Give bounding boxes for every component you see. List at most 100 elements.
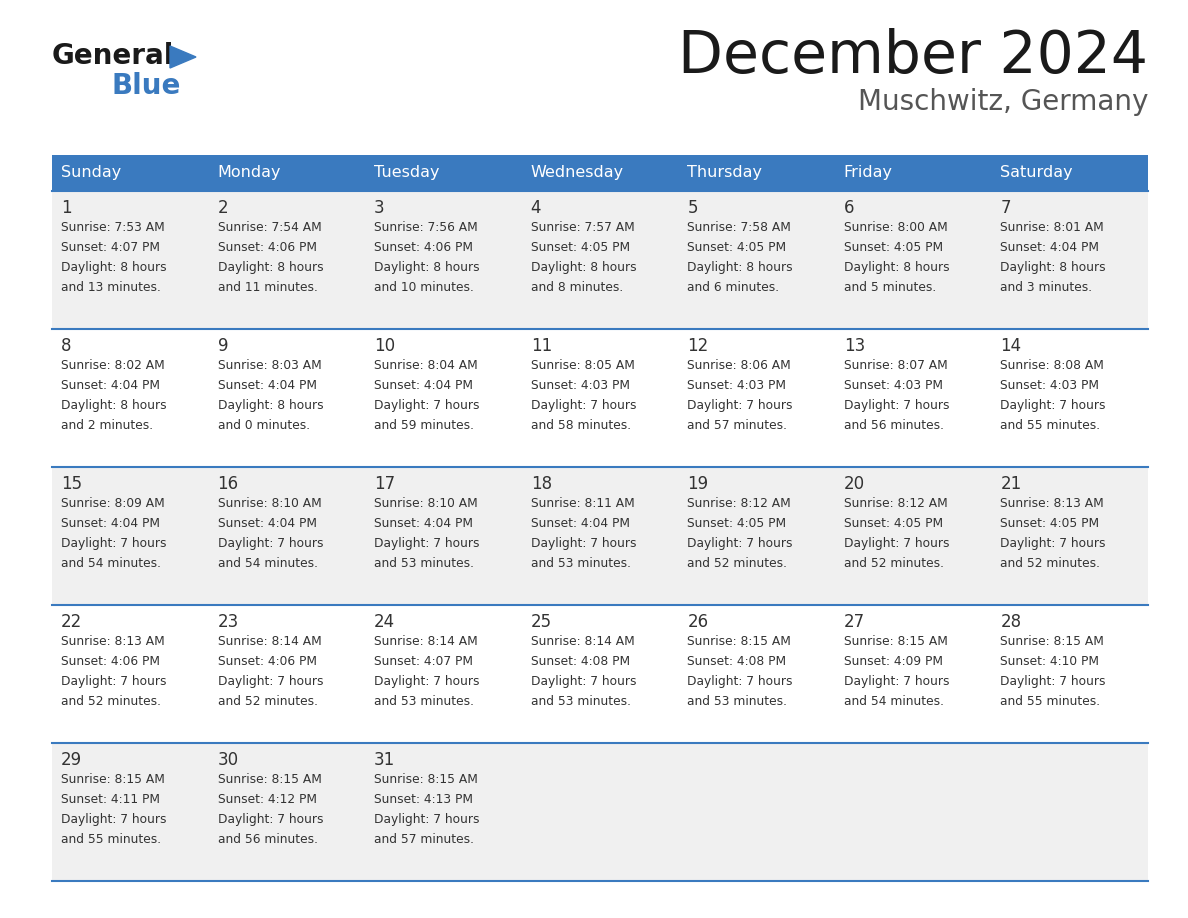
Text: Daylight: 7 hours: Daylight: 7 hours xyxy=(688,537,792,550)
Text: 11: 11 xyxy=(531,337,552,355)
Text: Sunset: 4:09 PM: Sunset: 4:09 PM xyxy=(843,655,943,668)
Text: Daylight: 7 hours: Daylight: 7 hours xyxy=(843,537,949,550)
Text: 18: 18 xyxy=(531,475,552,493)
Text: Muschwitz, Germany: Muschwitz, Germany xyxy=(858,88,1148,116)
Text: Sunrise: 8:01 AM: Sunrise: 8:01 AM xyxy=(1000,221,1104,234)
Text: and 52 minutes.: and 52 minutes. xyxy=(688,557,788,570)
Text: Daylight: 8 hours: Daylight: 8 hours xyxy=(531,261,637,274)
Text: Daylight: 8 hours: Daylight: 8 hours xyxy=(217,261,323,274)
Bar xyxy=(52,155,209,191)
Text: Sunrise: 8:13 AM: Sunrise: 8:13 AM xyxy=(61,635,165,648)
Text: Daylight: 8 hours: Daylight: 8 hours xyxy=(61,399,166,412)
Text: Sunrise: 8:11 AM: Sunrise: 8:11 AM xyxy=(531,497,634,510)
Text: 7: 7 xyxy=(1000,199,1011,217)
Text: 30: 30 xyxy=(217,751,239,769)
Bar xyxy=(365,743,522,881)
Text: Daylight: 7 hours: Daylight: 7 hours xyxy=(61,813,166,826)
Bar xyxy=(835,467,992,605)
Text: 6: 6 xyxy=(843,199,854,217)
Text: Sunrise: 8:03 AM: Sunrise: 8:03 AM xyxy=(217,359,321,372)
Text: and 54 minutes.: and 54 minutes. xyxy=(217,557,317,570)
Text: Sunset: 4:06 PM: Sunset: 4:06 PM xyxy=(217,655,316,668)
Text: and 10 minutes.: and 10 minutes. xyxy=(374,281,474,294)
Text: 16: 16 xyxy=(217,475,239,493)
Text: Sunset: 4:08 PM: Sunset: 4:08 PM xyxy=(531,655,630,668)
Text: Sunrise: 8:15 AM: Sunrise: 8:15 AM xyxy=(843,635,948,648)
Text: Sunrise: 7:56 AM: Sunrise: 7:56 AM xyxy=(374,221,478,234)
Text: and 52 minutes.: and 52 minutes. xyxy=(1000,557,1100,570)
Text: Sunset: 4:13 PM: Sunset: 4:13 PM xyxy=(374,793,473,806)
Text: 1: 1 xyxy=(61,199,71,217)
Text: Daylight: 7 hours: Daylight: 7 hours xyxy=(1000,537,1106,550)
Text: and 52 minutes.: and 52 minutes. xyxy=(61,695,162,708)
Text: Daylight: 7 hours: Daylight: 7 hours xyxy=(531,399,637,412)
Bar xyxy=(835,191,992,329)
Bar xyxy=(522,467,678,605)
Bar xyxy=(365,329,522,467)
Text: Daylight: 7 hours: Daylight: 7 hours xyxy=(61,675,166,688)
Text: and 6 minutes.: and 6 minutes. xyxy=(688,281,779,294)
Bar xyxy=(52,467,209,605)
Text: and 57 minutes.: and 57 minutes. xyxy=(374,833,474,846)
Bar xyxy=(52,191,209,329)
Text: 8: 8 xyxy=(61,337,71,355)
Text: Sunset: 4:04 PM: Sunset: 4:04 PM xyxy=(531,517,630,530)
Text: Sunrise: 8:14 AM: Sunrise: 8:14 AM xyxy=(217,635,321,648)
Text: 22: 22 xyxy=(61,613,82,631)
Text: and 55 minutes.: and 55 minutes. xyxy=(61,833,162,846)
Text: and 2 minutes.: and 2 minutes. xyxy=(61,419,153,432)
Bar xyxy=(992,191,1148,329)
Text: Tuesday: Tuesday xyxy=(374,165,440,181)
Text: and 52 minutes.: and 52 minutes. xyxy=(217,695,317,708)
Text: 13: 13 xyxy=(843,337,865,355)
Text: Sunday: Sunday xyxy=(61,165,121,181)
Text: Sunrise: 8:12 AM: Sunrise: 8:12 AM xyxy=(688,497,791,510)
Text: 23: 23 xyxy=(217,613,239,631)
Text: Daylight: 8 hours: Daylight: 8 hours xyxy=(843,261,949,274)
Text: and 54 minutes.: and 54 minutes. xyxy=(61,557,162,570)
Text: 21: 21 xyxy=(1000,475,1022,493)
Text: Daylight: 7 hours: Daylight: 7 hours xyxy=(843,675,949,688)
Text: 28: 28 xyxy=(1000,613,1022,631)
Bar xyxy=(678,155,835,191)
Text: Thursday: Thursday xyxy=(688,165,763,181)
Text: Sunset: 4:07 PM: Sunset: 4:07 PM xyxy=(374,655,473,668)
Text: Daylight: 8 hours: Daylight: 8 hours xyxy=(61,261,166,274)
Bar xyxy=(678,191,835,329)
Text: 3: 3 xyxy=(374,199,385,217)
Text: 9: 9 xyxy=(217,337,228,355)
Text: Sunrise: 8:15 AM: Sunrise: 8:15 AM xyxy=(1000,635,1105,648)
Text: and 59 minutes.: and 59 minutes. xyxy=(374,419,474,432)
Text: Sunset: 4:03 PM: Sunset: 4:03 PM xyxy=(688,379,786,392)
Text: and 5 minutes.: and 5 minutes. xyxy=(843,281,936,294)
Text: Blue: Blue xyxy=(112,72,182,100)
Text: Sunset: 4:04 PM: Sunset: 4:04 PM xyxy=(61,379,160,392)
Text: and 3 minutes.: and 3 minutes. xyxy=(1000,281,1093,294)
Bar xyxy=(522,191,678,329)
Bar xyxy=(678,605,835,743)
Bar xyxy=(992,743,1148,881)
Text: and 56 minutes.: and 56 minutes. xyxy=(843,419,943,432)
Text: Daylight: 7 hours: Daylight: 7 hours xyxy=(531,675,637,688)
Bar xyxy=(52,329,209,467)
Text: 20: 20 xyxy=(843,475,865,493)
Text: Daylight: 8 hours: Daylight: 8 hours xyxy=(688,261,792,274)
Text: Sunrise: 8:06 AM: Sunrise: 8:06 AM xyxy=(688,359,791,372)
Text: 14: 14 xyxy=(1000,337,1022,355)
Text: and 58 minutes.: and 58 minutes. xyxy=(531,419,631,432)
Text: 26: 26 xyxy=(688,613,708,631)
Text: Sunset: 4:07 PM: Sunset: 4:07 PM xyxy=(61,241,160,254)
Text: Sunrise: 7:58 AM: Sunrise: 7:58 AM xyxy=(688,221,791,234)
Text: Sunset: 4:06 PM: Sunset: 4:06 PM xyxy=(61,655,160,668)
Text: Daylight: 7 hours: Daylight: 7 hours xyxy=(374,399,480,412)
Text: Daylight: 7 hours: Daylight: 7 hours xyxy=(843,399,949,412)
Text: Wednesday: Wednesday xyxy=(531,165,624,181)
Text: Daylight: 7 hours: Daylight: 7 hours xyxy=(217,813,323,826)
Polygon shape xyxy=(170,46,196,68)
Text: Sunrise: 7:53 AM: Sunrise: 7:53 AM xyxy=(61,221,165,234)
Text: Sunset: 4:05 PM: Sunset: 4:05 PM xyxy=(843,241,943,254)
Text: Sunset: 4:10 PM: Sunset: 4:10 PM xyxy=(1000,655,1099,668)
Text: Sunset: 4:05 PM: Sunset: 4:05 PM xyxy=(1000,517,1100,530)
Text: and 0 minutes.: and 0 minutes. xyxy=(217,419,310,432)
Text: Sunset: 4:03 PM: Sunset: 4:03 PM xyxy=(843,379,943,392)
